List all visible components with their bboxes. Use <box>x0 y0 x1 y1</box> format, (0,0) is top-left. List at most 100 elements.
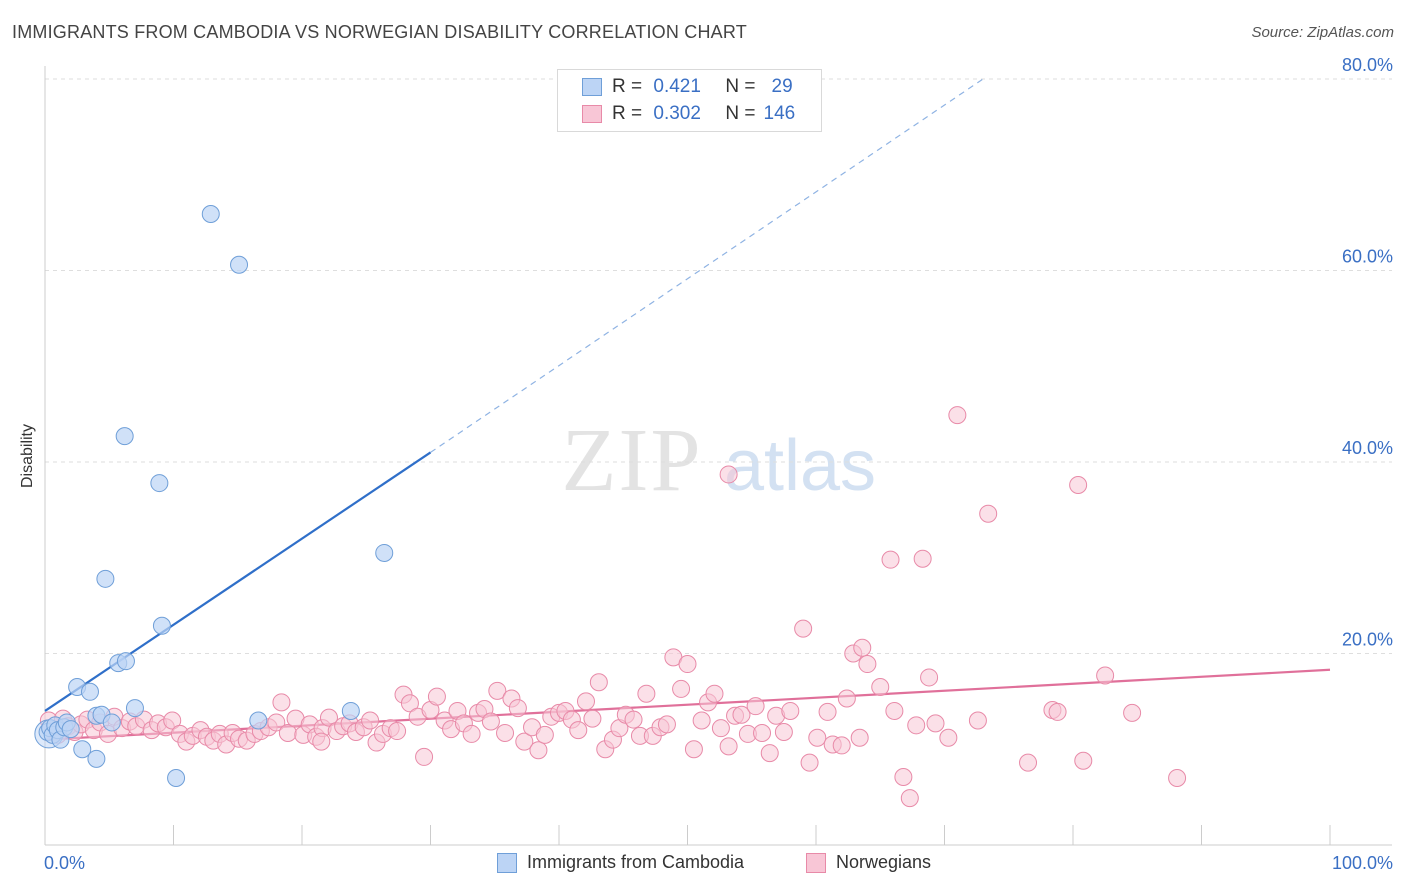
cambodia-point <box>201 205 220 224</box>
norwegians-point <box>913 549 932 568</box>
legend-r-label: R = <box>612 103 643 124</box>
norwegians-point <box>871 678 890 697</box>
norwegians-point <box>719 737 738 756</box>
cambodia-point <box>375 543 394 562</box>
norwegians-point <box>968 711 987 730</box>
cambodia-point <box>125 699 144 718</box>
norwegians-point <box>535 725 554 744</box>
norwegians-point <box>163 711 182 730</box>
cambodia-point <box>341 701 360 720</box>
norwegians-point <box>1096 666 1115 685</box>
x-tick-label-max: 100.0% <box>1332 853 1393 873</box>
norwegians-point <box>818 702 837 721</box>
norwegians-point <box>794 619 813 638</box>
norwegians-point <box>920 668 939 687</box>
watermark: ZIP atlas <box>562 411 877 510</box>
watermark-zip: ZIP <box>562 411 703 510</box>
cambodia-point <box>80 682 99 701</box>
norwegians-point <box>361 711 380 730</box>
cambodia-points <box>34 205 394 787</box>
series-legend: Immigrants from Cambodia Norwegians <box>0 852 1406 876</box>
norwegians-point <box>589 673 608 692</box>
norwegians-point <box>781 701 800 720</box>
gridlines <box>45 78 1392 654</box>
norwegians-point <box>637 684 656 703</box>
cambodia-point <box>102 713 121 732</box>
cambodia-trend-extension <box>430 78 984 453</box>
y-tick-labels: 20.0% 40.0% 60.0% 80.0% <box>1342 55 1393 650</box>
norwegians-point <box>837 689 856 708</box>
norwegians-point <box>508 699 527 718</box>
norwegians-point <box>808 728 827 747</box>
norwegians-point <box>678 655 697 674</box>
x-tick-labels: 0.0% 100.0% <box>44 853 1393 873</box>
norwegians-point <box>850 728 869 747</box>
norwegians-point <box>1074 751 1093 770</box>
y-tick-label: 40.0% <box>1342 438 1393 458</box>
norwegians-point <box>894 768 913 787</box>
norwegians-point <box>1069 475 1088 494</box>
norwegians-point <box>684 740 703 759</box>
norwegians-point <box>746 697 765 716</box>
legend-swatch-norwegians <box>806 852 826 873</box>
norwegians-point <box>732 705 751 724</box>
norwegians-point <box>319 708 338 727</box>
cambodia-point <box>73 740 92 759</box>
norwegians-point <box>569 721 588 740</box>
y-tick-label: 20.0% <box>1342 630 1393 650</box>
norwegians-point <box>948 406 967 425</box>
norwegians-point <box>496 723 515 742</box>
norwegians-point <box>926 714 945 733</box>
norwegians-point <box>881 550 900 569</box>
norwegians-point <box>657 715 676 734</box>
norwegians-point <box>515 732 534 751</box>
norwegians-point <box>481 712 500 731</box>
legend-row-norwegians: R = 0.302 N = 146 <box>582 103 795 125</box>
cambodia-point <box>152 616 171 635</box>
trend-lines <box>44 78 1331 741</box>
norwegians-point <box>267 713 286 732</box>
norwegians-point <box>705 684 724 703</box>
norwegians-point <box>753 723 772 742</box>
norwegians-point <box>692 711 711 730</box>
axes <box>44 66 1392 846</box>
norwegians-point <box>900 789 919 808</box>
cambodia-point <box>249 711 268 730</box>
chart-source: Source: ZipAtlas.com <box>1251 24 1394 41</box>
cambodia-point <box>116 652 135 671</box>
norwegians-point <box>312 732 331 751</box>
y-tick-label: 80.0% <box>1342 55 1393 75</box>
legend-label-norwegians: Norwegians <box>836 852 932 872</box>
x-tick-label-min: 0.0% <box>44 853 85 873</box>
norwegians-point <box>979 504 998 523</box>
norwegians-point <box>400 694 419 713</box>
norwegians-point <box>672 679 691 698</box>
legend-n-label: N = <box>725 103 756 124</box>
cambodia-point <box>115 427 134 446</box>
norwegians-point <box>885 701 904 720</box>
norwegians-point <box>800 753 819 772</box>
legend-label-cambodia: Immigrants from Cambodia <box>527 852 745 872</box>
cambodia-point <box>167 768 186 787</box>
legend-swatch-cambodia <box>497 852 517 873</box>
norwegians-point <box>583 709 602 728</box>
legend-n-value: 29 <box>771 76 793 97</box>
norwegians-point <box>272 693 291 712</box>
legend-swatch-cambodia <box>582 78 602 96</box>
cambodia-point <box>230 255 249 274</box>
legend-r-value: 0.421 <box>653 76 701 97</box>
cambodia-point <box>150 474 169 493</box>
cambodia-point <box>96 569 115 588</box>
legend-r-value: 0.302 <box>653 103 701 124</box>
norwegians-point <box>529 741 548 760</box>
legend-swatch-norwegians <box>582 105 602 123</box>
norwegians-point <box>427 687 446 706</box>
norwegians-point <box>415 747 434 766</box>
norwegians-point <box>576 692 595 711</box>
norwegians-point <box>1048 702 1067 721</box>
norwegians-point <box>462 724 481 743</box>
legend-n-value: 146 <box>763 103 796 124</box>
norwegians-point <box>907 716 926 735</box>
norwegians-point <box>624 710 643 729</box>
